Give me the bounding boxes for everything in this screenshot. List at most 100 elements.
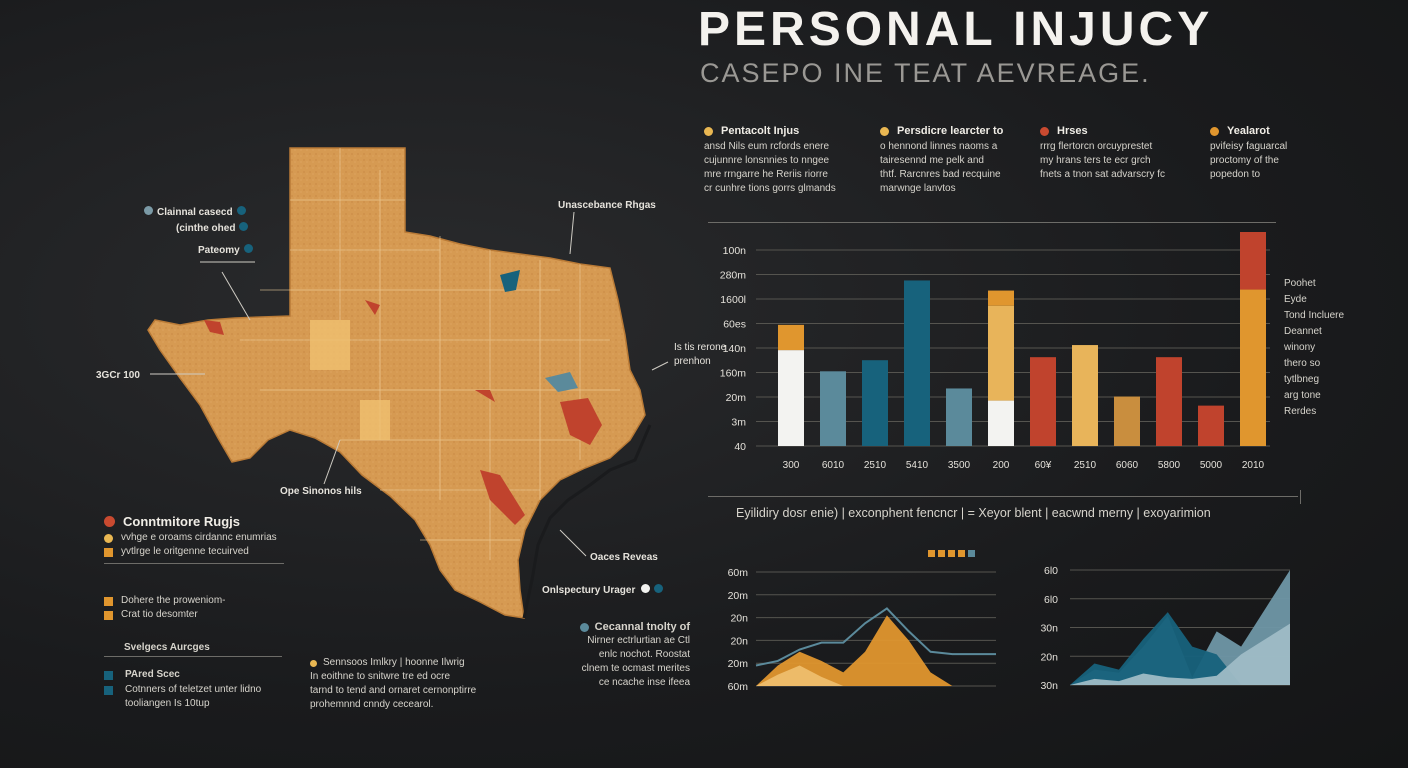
callout-dot [641,584,651,593]
x-tick-label: 6010 [822,460,845,471]
callout-dot [236,206,246,215]
bar-teal [862,360,888,446]
legend-line: pvifeisy faguarcal [1210,141,1288,152]
legend-item-label: PAred Scec [125,669,180,680]
bar-red [1156,357,1182,446]
legend-dot [104,516,115,527]
legend-swatch [104,547,113,557]
y-tick-label: 60es [723,319,746,331]
area-line [755,607,996,667]
mid-divider [708,496,1298,497]
legend-swatch [928,550,935,557]
map-callout-east-2: prenhon [674,356,711,367]
legend-swatch [104,610,113,620]
y-tick-label: 3m [731,417,746,429]
bottom-note: Cecannal tnolty of Nirner ectrlurtian ae… [560,620,690,690]
x-tick-label: 60¥ [1035,460,1052,471]
y-tick-label: 100n [723,245,747,257]
legend-title-1: Pentacolt Injus [721,125,800,137]
mid-divider-tick [1300,490,1301,504]
bottom-left-legend: Conntmitore Rugjs vvhge e oroams cirdann… [104,514,304,559]
x-tick-label: 2510 [864,460,887,471]
divider [104,656,282,657]
y-tick-label: 20n [1040,651,1058,663]
legend-swatch [938,550,945,557]
y-tick-label: 30n [1040,623,1058,635]
note-line: clnem te ocmast merites [581,663,690,674]
callout-dot [239,222,249,231]
callout-label: Onlspectury Urager [542,585,636,596]
map-callout-east-1: Is tis rerone [674,342,727,353]
bar-light_orange [1072,345,1098,446]
legend-item-4: Cotnners of teletzet unter lidno toolian… [104,683,304,711]
callout-dot [243,244,253,253]
bottom-mid-text: Sennsoos Imlkry | hoonne Ilwrig In eoith… [310,656,510,712]
legend-item-2: Crat tio desomter [104,608,198,622]
x-tick-label: 6060 [1116,460,1139,471]
x-tick-label: 5410 [906,460,929,471]
legend-item-label: tooliangen Is 10tup [125,698,210,709]
map-callout-coast: Oaces Reveas [590,552,658,563]
note-line: tarnd to tend and ornaret cernonptirre [310,685,477,696]
bar-steel [820,371,846,446]
divider-caption: Eyilidiry dosr enie) | exconphent fencnc… [736,506,1211,520]
bar-light_orange [988,305,1014,401]
legend-swatch [968,550,975,557]
callout-label: (cinthe ohed [176,223,236,234]
area-chart-left: 60m 20m 20n 20n 20m 60m [728,550,996,693]
legend-swatch [104,596,113,606]
texas-map [147,147,652,619]
y-tick-label: 20m [726,392,747,404]
map-callout-3: Pateomy [198,244,253,256]
legend-line: rrrg flertorcn orcuyprestet [1040,141,1153,152]
callout-label: Pateomy [198,245,240,256]
bar-teal [904,280,930,446]
y-tick-label: 6l0 [1044,565,1058,577]
note-dot [579,622,589,632]
page-title: PERSONAL INJUCY [698,3,1214,56]
legend-dot-4 [1210,126,1219,136]
note-dot [310,659,317,667]
side-line: Rerdes [1284,406,1317,417]
map-callout-south: Ope Sinonos hils [280,486,362,497]
callout-label: Clainnal casecd [157,207,233,218]
legend-item-label: Crat tio desomter [121,609,198,620]
legend-item-label: Dohere the proweniom- [121,595,226,606]
legend-dot [104,533,113,543]
y-tick-label: 280m [720,270,747,282]
y-tick-label: 30n [1040,680,1058,692]
top-divider [708,222,1276,223]
area-steel [1070,570,1290,685]
legend-line: thtf. Rarcnres bad recquine [880,169,1001,180]
bar-tan [1114,396,1140,446]
legend-line: cr cunhre tions gorrs glmands [704,183,836,194]
map-callout-1: Clainnal casecd [144,206,246,218]
legend-title-4: Yealarot [1227,125,1270,137]
bar-white [778,350,804,446]
legend-item-1: Dohere the proweniom- [104,594,226,608]
top-legend-4: Yealarot pvifeisy faguarcal proctomy of … [1210,124,1320,182]
coastline [522,424,652,619]
top-legend-3: Hrses rrrg flertorcn orcuyprestet my hra… [1040,124,1200,182]
bar-orange [778,324,804,351]
top-legend-2: Persdicre learcter to o hennond linnes n… [880,124,1040,196]
callout-dot [654,584,664,593]
note-line: enlc nochot. Roostat [598,649,690,660]
legend-swatch [958,550,965,557]
bar-orange [1240,289,1266,446]
x-tick-label: 5000 [1200,460,1223,471]
legend-dot-2 [880,126,889,136]
y-tick-label: 160m [720,368,747,380]
legend-line: popedon to [1210,169,1261,180]
note-line: Sennsoos Imlkry | hoonne Ilwrig [323,657,465,668]
legend-dot-1 [704,126,713,136]
legend-swatch [104,685,113,695]
bar-steel [946,388,972,446]
highlighted-regions [204,270,602,525]
top-legend-1: Pentacolt Injus ansd Nils eum rcfords en… [704,124,864,196]
y-tick-label: 20m [728,590,749,602]
x-tick-label: 5800 [1158,460,1181,471]
y-tick-label: 60m [728,681,749,693]
legend-line: tairesennd me pelk and [880,155,984,166]
y-tick-label: 20m [728,658,749,670]
